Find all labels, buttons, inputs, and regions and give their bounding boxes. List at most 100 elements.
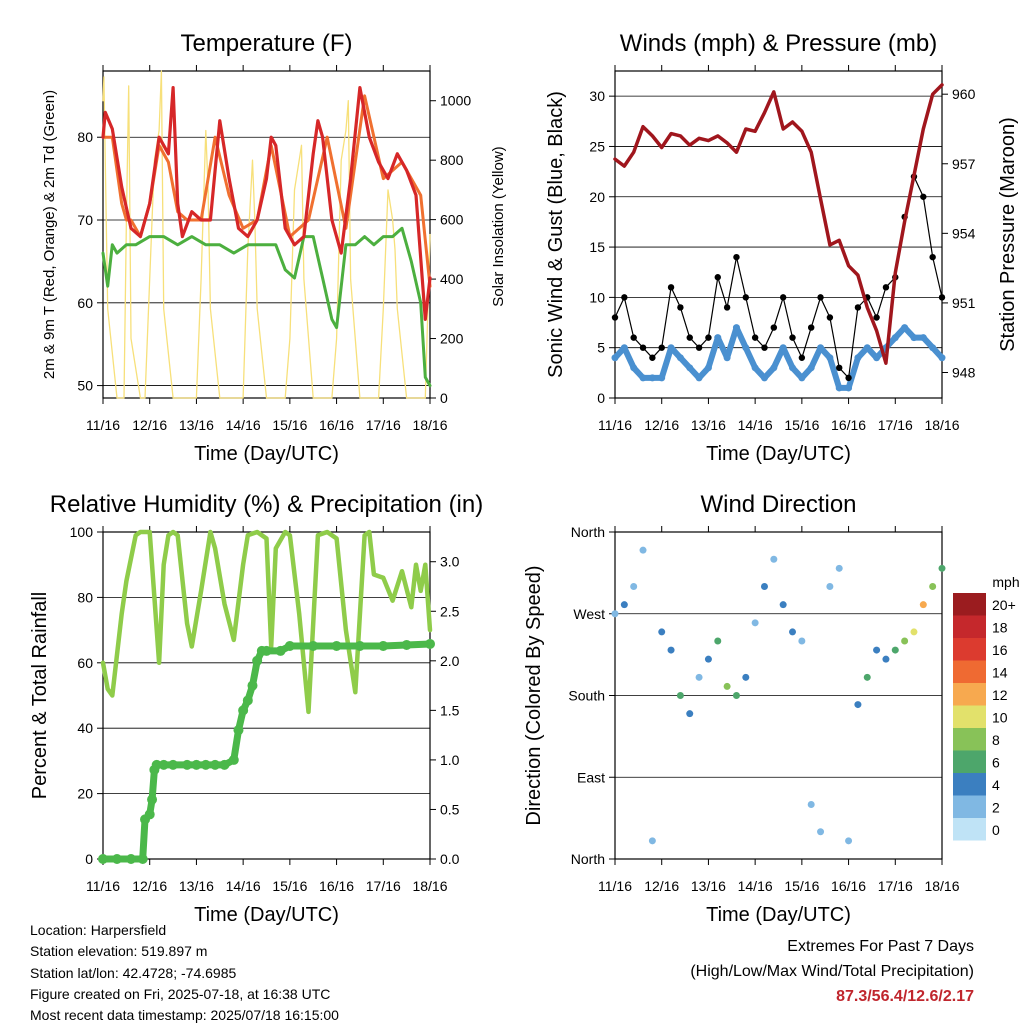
panel-wind-xtick-label: 17/16 (878, 417, 913, 433)
solar-insolation-line (102, 70, 431, 399)
precipitation-point (158, 759, 169, 770)
direction-point (863, 673, 871, 681)
precipitation-point (378, 640, 389, 651)
sonic-wind-point (760, 374, 768, 382)
precipitation-point (331, 640, 342, 651)
temp-y2tick-label: 0 (440, 390, 448, 406)
direction-point (667, 646, 675, 654)
panel-rh-xtick-label: 14/16 (226, 878, 261, 894)
temp-y2label: Solar Insolation (Yellow) (490, 146, 507, 306)
panel-wind-frame (614, 70, 943, 399)
direction-point (873, 646, 881, 654)
temp-y2tick-label: 400 (440, 271, 464, 287)
direction-point (630, 583, 638, 590)
panel-dir-title: Wind Direction (700, 491, 856, 518)
panel-wind-xtick-label: 18/16 (924, 417, 959, 433)
temp-9m-line (101, 94, 432, 288)
sonic-wind-point (891, 334, 899, 342)
panel-dir-xtick-label: 11/16 (598, 878, 632, 894)
speed-legend-label: 18 (992, 620, 1008, 636)
direction-point (676, 692, 684, 699)
wind-ytick-label: 10 (589, 289, 605, 305)
speed-legend-swatch (953, 750, 986, 773)
panel-rh-xtick-label: 12/16 (132, 878, 167, 894)
station-info: Location: Harpersfield Station elevation… (30, 920, 339, 1026)
panel-wind-xtick-label: 12/16 (644, 417, 679, 433)
station-elevation: Station elevation: 519.897 m (30, 943, 208, 960)
precipitation-point (252, 655, 263, 666)
figure-created: Figure created on Fri, 2025-07-18, at 16… (30, 985, 331, 1002)
direction-point (910, 628, 918, 636)
extremes-values: 87.3/56.4/12.6/2.17 (836, 988, 974, 1005)
wind-ytick-label: 5 (597, 340, 605, 356)
panel-temp-xtick-label: 14/16 (226, 417, 261, 433)
station-location: Location: Harpersfield (30, 922, 167, 938)
extremes-subtitle: (High/Low/Max Wind/Total Precipitation) (690, 963, 974, 980)
direction-point (742, 673, 750, 681)
speed-legend-swatch (953, 683, 986, 706)
speed-legend-swatch (953, 795, 986, 818)
sonic-wind-point (742, 344, 750, 352)
sonic-wind-point (779, 344, 787, 352)
sonic-wind-point (826, 354, 834, 362)
precipitation-point (210, 759, 221, 770)
panel-wind-xtick-label: 16/16 (831, 417, 866, 433)
direction-point (658, 628, 666, 636)
rh-y2tick-label: 2.0 (440, 653, 460, 669)
rh-y2tick-label: 3.0 (440, 554, 460, 570)
precipitation-point (247, 680, 258, 691)
wind-y2label: Station Pressure (Maroon) (997, 117, 1019, 352)
panel-dir-xtick-label: 18/16 (924, 878, 959, 894)
wind-y2tick-label: 951 (952, 295, 976, 311)
panel-rh-xtick-label: 16/16 (319, 878, 354, 894)
rh-ytick-label: 0 (85, 851, 93, 867)
sonic-wind-point (751, 364, 759, 372)
panel-temp-xtick-label: 12/16 (132, 417, 167, 433)
rh-ytick-label: 60 (77, 655, 93, 671)
temp-y2tick-label: 600 (440, 212, 464, 228)
precipitation-point (191, 759, 202, 770)
precipitation-point (151, 759, 162, 770)
direction-point (620, 601, 628, 609)
direction-point (854, 701, 862, 709)
direction-point (807, 801, 815, 808)
panel-rh-xtick-label: 13/16 (179, 878, 214, 894)
speed-legend-swatch (953, 615, 986, 638)
speed-legend-swatch (953, 660, 986, 683)
speed-legend-swatch (953, 728, 986, 751)
sonic-wind-point (817, 344, 825, 352)
panel-wind-xtick-label: 11/16 (598, 417, 632, 433)
rh-ytick-label: 100 (70, 524, 94, 540)
sonic-wind-point (789, 364, 797, 372)
speed-legend-label: 2 (992, 800, 1000, 816)
recent-timestamp: Most recent data timestamp: 2025/07/18 1… (30, 1007, 339, 1024)
sonic-wind-point (845, 384, 853, 392)
direction-point (704, 655, 712, 663)
precipitation-point (401, 639, 412, 650)
relative-humidity-line (100, 529, 433, 715)
sonic-wind-point (611, 354, 619, 362)
sonic-wind-point (723, 354, 731, 362)
panel-rh-frame (102, 531, 431, 860)
direction-point (779, 601, 787, 609)
rh-ylabel: Percent & Total Rainfall (29, 592, 51, 800)
panel-wind-xtick-label: 13/16 (691, 417, 726, 433)
direction-point (798, 637, 806, 645)
dir-ytick-label: North (571, 851, 605, 867)
speed-legend-label: 12 (992, 687, 1008, 703)
panel-dir-xtick-label: 14/16 (738, 878, 773, 894)
temp-ytick-label: 60 (77, 295, 93, 311)
panel-dir-xtick-label: 15/16 (784, 878, 819, 894)
speed-legend-label: 14 (992, 665, 1008, 681)
sonic-wind-point (770, 364, 778, 372)
sonic-wind-point (854, 354, 862, 362)
direction-point (845, 837, 853, 845)
dir-ytick-label: East (577, 769, 605, 785)
rh-y2tick-label: 2.5 (440, 603, 460, 619)
station-latlon: Station lat/lon: 42.4728; -74.6985 (30, 964, 237, 981)
panel-rh-xtick-label: 18/16 (412, 878, 447, 894)
temp-ytick-label: 70 (77, 212, 93, 228)
panel-rh-xtick-label: 17/16 (366, 878, 401, 894)
rh-ytick-label: 80 (77, 589, 93, 605)
speed-legend-label: 6 (992, 755, 1000, 771)
